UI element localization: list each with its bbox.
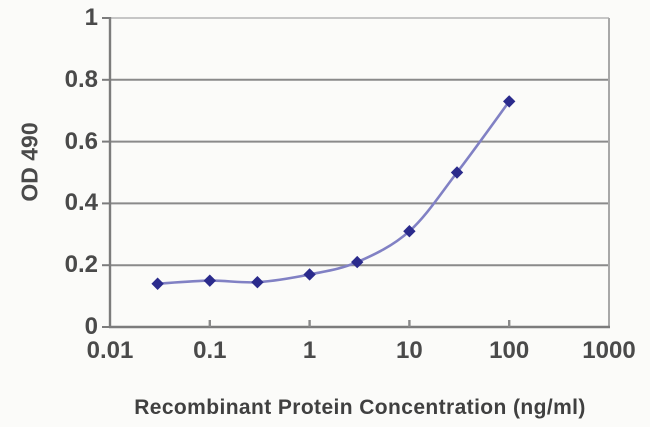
y-tick-label: 0.8 [64, 65, 98, 93]
x-tick-label: 1000 [582, 337, 636, 364]
data-point-marker [351, 255, 364, 269]
x-tick-label: 0.01 [86, 337, 134, 364]
y-tick-label: 0.6 [64, 127, 98, 155]
y-tick-label: 0.2 [64, 251, 98, 279]
data-point-marker [303, 268, 316, 281]
data-point-marker [503, 95, 516, 108]
data-point-marker [403, 225, 416, 238]
x-tick-label: 100 [489, 337, 530, 364]
x-tick-label: 0.1 [193, 337, 227, 364]
y-tick-label: 0.4 [64, 189, 98, 217]
data-line [156, 100, 511, 286]
x-tick-label: 10 [396, 337, 423, 364]
y-tick-label: 0 [84, 313, 98, 340]
data-point-marker [151, 277, 164, 290]
x-axis-title: Recombinant Protein Concentration (ng/ml… [134, 396, 586, 419]
y-tick-label: 1 [84, 4, 98, 31]
data-point-marker [251, 275, 264, 289]
data-point-marker [203, 274, 216, 287]
data-point-marker [450, 166, 464, 179]
x-tick-label: 1 [302, 337, 317, 364]
